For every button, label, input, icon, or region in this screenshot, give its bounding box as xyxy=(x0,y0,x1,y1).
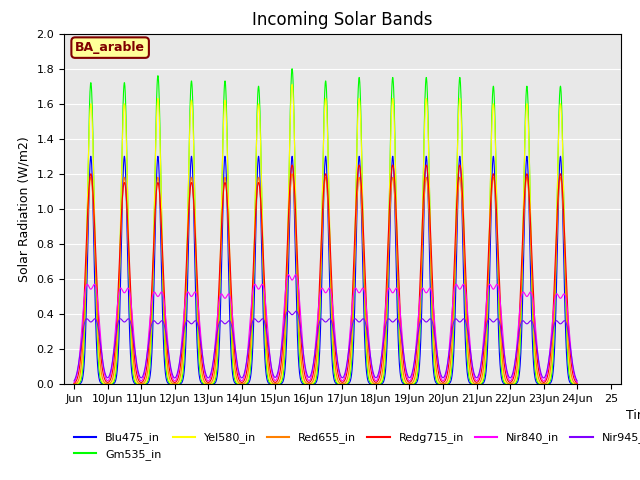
Yel580_in xyxy=(70,381,78,387)
Yel580_in xyxy=(509,381,517,386)
Redg715_in xyxy=(285,204,292,210)
Line: Blu475_in: Blu475_in xyxy=(74,156,577,384)
Nir840_in xyxy=(573,380,581,385)
Blu475_in xyxy=(285,247,293,253)
Red655_in xyxy=(285,223,292,228)
Gm535_in xyxy=(509,381,517,387)
Red655_in xyxy=(263,349,271,355)
Nir840_in xyxy=(285,272,293,278)
Nir945_in xyxy=(564,325,572,331)
Nir840_in xyxy=(564,308,572,313)
Redg715_in xyxy=(157,220,165,226)
Blu475_in xyxy=(87,154,95,159)
Redg715_in xyxy=(70,380,78,386)
Gm535_in xyxy=(288,66,296,72)
Blu475_in xyxy=(263,377,271,383)
Gm535_in xyxy=(263,369,271,374)
Nir840_in xyxy=(263,317,271,323)
Line: Nir840_in: Nir840_in xyxy=(74,275,577,383)
Nir945_in xyxy=(292,308,300,314)
Blu475_in xyxy=(564,366,572,372)
Gm535_in xyxy=(127,348,135,354)
Blu475_in xyxy=(573,381,581,387)
Title: Incoming Solar Bands: Incoming Solar Bands xyxy=(252,11,433,29)
Y-axis label: Solar Radiation (W/m2): Solar Radiation (W/m2) xyxy=(18,136,31,282)
Yel580_in xyxy=(285,180,292,185)
Redg715_in xyxy=(564,302,572,308)
Line: Red655_in: Red655_in xyxy=(74,174,577,384)
Nir840_in xyxy=(509,371,517,377)
Redg715_in xyxy=(573,380,581,386)
Legend: Blu475_in, Gm535_in, Yel580_in, Red655_in, Redg715_in, Nir840_in, Nir945_in: Blu475_in, Gm535_in, Yel580_in, Red655_i… xyxy=(70,428,640,464)
Gm535_in xyxy=(573,381,581,387)
Nir840_in xyxy=(70,379,78,385)
Yel580_in xyxy=(127,336,135,342)
Redg715_in xyxy=(263,332,271,338)
Text: Time: Time xyxy=(627,408,640,421)
Nir840_in xyxy=(157,289,165,295)
Blu475_in xyxy=(128,368,136,374)
Red655_in xyxy=(288,171,296,177)
Line: Redg715_in: Redg715_in xyxy=(74,165,577,383)
Nir840_in xyxy=(127,303,135,309)
Redg715_in xyxy=(127,306,135,312)
Blu475_in xyxy=(509,381,517,387)
Redg715_in xyxy=(456,162,463,168)
Line: Gm535_in: Gm535_in xyxy=(74,69,577,384)
Nir945_in xyxy=(127,324,135,329)
Nir945_in xyxy=(263,332,271,338)
Yel580_in xyxy=(288,82,296,87)
Red655_in xyxy=(127,325,135,331)
Blu475_in xyxy=(157,267,165,273)
Gm535_in xyxy=(564,348,572,354)
Red655_in xyxy=(70,381,78,387)
Nir945_in xyxy=(509,368,517,374)
Nir945_in xyxy=(70,378,78,384)
Red655_in xyxy=(564,325,572,331)
Redg715_in xyxy=(509,376,517,382)
Yel580_in xyxy=(564,336,572,341)
Red655_in xyxy=(509,380,517,385)
Yel580_in xyxy=(157,193,165,199)
Gm535_in xyxy=(70,381,78,387)
Yel580_in xyxy=(263,361,271,367)
Nir945_in xyxy=(285,309,292,314)
Line: Nir945_in: Nir945_in xyxy=(74,311,577,381)
Text: BA_arable: BA_arable xyxy=(75,41,145,54)
Red655_in xyxy=(573,381,581,387)
Yel580_in xyxy=(573,381,581,387)
Gm535_in xyxy=(157,196,165,202)
Red655_in xyxy=(157,228,165,234)
Line: Yel580_in: Yel580_in xyxy=(74,84,577,384)
Gm535_in xyxy=(285,186,292,192)
Blu475_in xyxy=(70,381,78,387)
Nir840_in xyxy=(285,272,292,277)
Nir945_in xyxy=(573,378,581,384)
Nir945_in xyxy=(157,318,165,324)
